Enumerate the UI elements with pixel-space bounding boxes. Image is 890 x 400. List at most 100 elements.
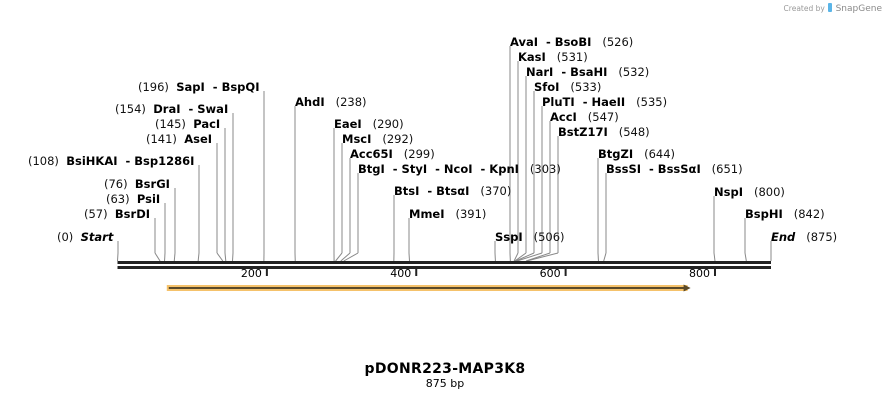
site-name: AseI	[184, 132, 213, 146]
axis-tick-mark	[265, 269, 268, 276]
site-label: AvaI - BsoBI (526)	[510, 35, 633, 49]
site-name: SspI	[495, 230, 523, 244]
site-label: NarI - BsaHI (532)	[526, 65, 649, 79]
site-leader-line	[340, 252, 351, 262]
site-name: KasI	[518, 50, 546, 64]
site-name: BtgI - StyI - NcoI - KpnI	[358, 162, 519, 176]
site-label: (154) DraI - SwaI	[115, 102, 228, 116]
site-leader-line	[154, 252, 161, 262]
credit-brand: SnapGene	[835, 4, 882, 14]
site-label: BssSI - BssSαI (651)	[606, 162, 743, 176]
backbone-bottom	[117, 266, 771, 269]
site-label: (0) Start	[57, 230, 113, 244]
axis-tick-mark	[415, 269, 418, 276]
site-label: BtgI - StyI - NcoI - KpnI (303)	[358, 162, 561, 176]
site-position: (154)	[115, 102, 154, 116]
site-position: (141)	[146, 132, 185, 146]
site-label: MscI (292)	[342, 132, 413, 146]
axis-tick-mark	[713, 269, 716, 276]
site-label: (145) PacI	[155, 117, 220, 131]
axis-tick-label: 800	[688, 267, 710, 280]
axis-tick-label: 200	[240, 267, 262, 280]
site-name: MscI	[342, 132, 372, 146]
site-position: (535)	[625, 95, 668, 109]
site-leader-line	[744, 252, 747, 262]
site-position: (108)	[28, 154, 67, 168]
site-position: (57)	[84, 207, 115, 221]
site-label: (76) BsrGI	[104, 177, 170, 191]
site-position: (644)	[633, 147, 676, 161]
site-label: BtsI - BtsαI (370)	[394, 184, 511, 198]
site-name: BssSI - BssSαI	[606, 162, 701, 176]
site-position: (292)	[371, 132, 414, 146]
axis-tick-label: 400	[390, 267, 412, 280]
site-leader-line	[173, 252, 176, 262]
site-label: AhdI (238)	[295, 95, 367, 109]
site-position: (391)	[444, 207, 487, 221]
site-leader-line	[197, 252, 200, 262]
site-label: BtgZI (644)	[598, 147, 675, 161]
site-position: (238)	[324, 95, 367, 109]
site-leader-line	[216, 252, 224, 262]
feature-arrowhead-icon	[683, 284, 691, 292]
site-position: (547)	[576, 110, 619, 124]
site-label: BstZ17I (548)	[558, 125, 650, 139]
site-name: AvaI - BsoBI	[510, 35, 592, 49]
site-leader-line	[513, 252, 519, 262]
site-name: AccI	[550, 110, 577, 124]
site-name: BtgZI	[598, 147, 634, 161]
site-position: (526)	[591, 35, 634, 49]
site-label: SfoI (533)	[534, 80, 601, 94]
site-name: SfoI	[534, 80, 560, 94]
site-position: (63)	[106, 192, 137, 206]
site-position: (506)	[522, 230, 565, 244]
site-label: EaeI (290)	[334, 117, 404, 131]
site-name: End	[771, 230, 796, 244]
site-position: (548)	[607, 125, 650, 139]
site-position: (532)	[607, 65, 650, 79]
site-label: Acc65I (299)	[350, 147, 435, 161]
site-position: (875)	[795, 230, 838, 244]
site-position: (196)	[138, 80, 177, 94]
snapgene-logo-icon	[828, 3, 833, 12]
map-title: pDONR223-MAP3K8	[364, 361, 526, 377]
site-name: PsiI	[136, 192, 161, 206]
site-label: (108) BsiHKAI - Bsp1286I	[28, 154, 194, 168]
site-leader-line	[515, 252, 535, 262]
site-label: KasI (531)	[518, 50, 588, 64]
site-label: NspI (800)	[714, 185, 785, 199]
site-name: PluTI - HaeII	[542, 95, 626, 109]
site-position: (145)	[155, 117, 194, 131]
site-name: DraI - SwaI	[153, 102, 229, 116]
site-name: BtsI - BtsαI	[394, 184, 470, 198]
site-label: SspI (506)	[495, 230, 565, 244]
site-position: (0)	[57, 230, 81, 244]
map-length: 875 bp	[425, 377, 465, 390]
site-name: Start	[80, 230, 114, 244]
site-position: (651)	[700, 162, 743, 176]
site-name: PacI	[193, 117, 221, 131]
site-name: EaeI	[334, 117, 362, 131]
site-name: SapI - BspQI	[176, 80, 260, 94]
site-position: (299)	[392, 147, 435, 161]
site-name: BsrDI	[114, 207, 151, 221]
axis-tick-mark	[564, 269, 567, 276]
site-name: BsiHKAI - Bsp1286I	[66, 154, 195, 168]
site-label: (57) BsrDI	[84, 207, 150, 221]
site-leader-line	[514, 252, 527, 262]
site-name: NspI	[714, 185, 743, 199]
site-position: (303)	[518, 162, 561, 176]
site-leader-line	[603, 252, 607, 262]
axis-tick-label: 600	[539, 267, 561, 280]
site-label: MmeI (391)	[409, 207, 486, 221]
site-leader-line	[224, 252, 227, 262]
site-position: (842)	[782, 207, 825, 221]
site-name: BspHI	[745, 207, 783, 221]
site-label: (63) PsiI	[106, 192, 160, 206]
site-leader-line	[516, 252, 543, 262]
site-name: NarI - BsaHI	[526, 65, 608, 79]
site-position: (290)	[361, 117, 404, 131]
site-label: AccI (547)	[550, 110, 619, 124]
